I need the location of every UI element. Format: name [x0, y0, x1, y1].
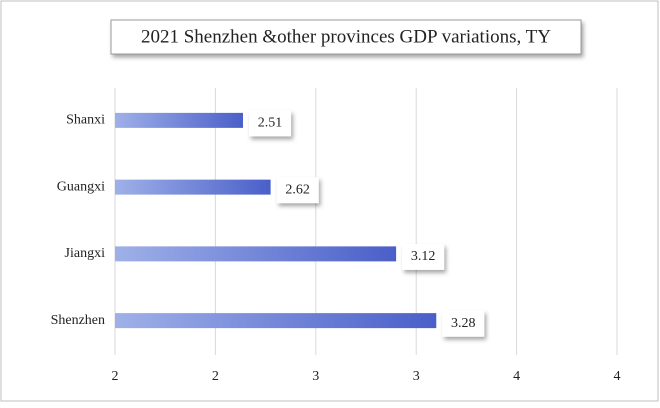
value-label-box: [442, 310, 485, 337]
title-box: [110, 19, 582, 55]
y-tick-label: Guangxi: [57, 179, 105, 194]
value-label: 2.51: [258, 116, 283, 131]
y-tick-label: Shanxi: [66, 113, 105, 128]
bar: [115, 313, 437, 329]
y-tick-label: Shenzhen: [51, 313, 105, 328]
y-tick-label: Jiangxi: [65, 246, 106, 261]
x-tick-label: 2: [112, 369, 119, 384]
chart-title: 2021 Shenzhen &other provinces GDP varia…: [141, 26, 551, 47]
bar: [115, 112, 244, 128]
value-label: 3.12: [411, 249, 436, 264]
bar: [115, 179, 271, 195]
x-tick-label: 4: [513, 369, 520, 384]
x-tick-label: 3: [413, 369, 420, 384]
bar: [115, 246, 397, 262]
x-tick-label: 4: [614, 369, 621, 384]
value-label: 2.62: [285, 182, 310, 197]
value-label-box: [276, 177, 319, 204]
value-label-box: [402, 243, 445, 270]
value-label-box: [249, 110, 292, 137]
value-label: 3.28: [451, 316, 476, 331]
x-tick-label: 2: [212, 369, 219, 384]
x-tick-label: 3: [312, 369, 319, 384]
